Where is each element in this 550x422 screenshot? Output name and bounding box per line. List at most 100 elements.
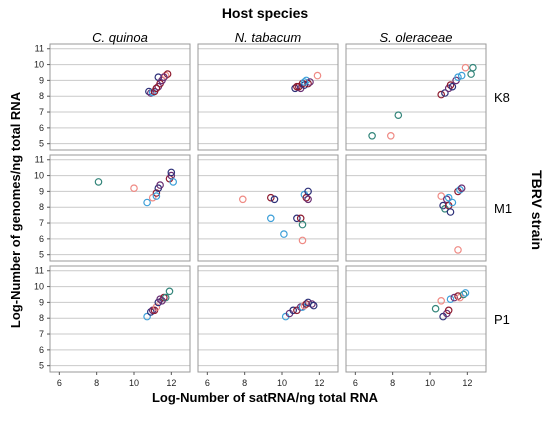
y-tick-label: 9 — [39, 186, 44, 196]
y-tick-label: 6 — [39, 345, 44, 355]
data-point — [94, 178, 103, 186]
data-point — [147, 308, 155, 316]
data-point — [446, 295, 455, 304]
x-tick-label: 8 — [94, 378, 99, 388]
data-point — [161, 71, 170, 80]
data-point — [304, 298, 312, 307]
data-point — [456, 186, 464, 194]
y-tick-label: 8 — [39, 91, 44, 101]
data-point — [160, 73, 168, 82]
data-point — [143, 198, 151, 207]
y-tick-label: 10 — [34, 171, 44, 181]
column-facet-label: N. tabacum — [235, 30, 302, 45]
data-point — [441, 89, 449, 97]
panel-frame — [49, 154, 191, 262]
data-point — [461, 289, 470, 297]
data-point — [457, 71, 466, 80]
x-tick-label: 12 — [166, 378, 176, 388]
panel-frame — [197, 43, 339, 151]
data-point — [450, 293, 459, 302]
data-point — [293, 214, 301, 223]
data-point — [394, 111, 403, 120]
data-point — [143, 312, 151, 321]
data-point — [304, 195, 312, 204]
y-tick-label: 11 — [35, 155, 44, 165]
data-point — [300, 78, 309, 86]
panel-frame — [345, 154, 487, 262]
data-point — [437, 296, 446, 305]
data-point — [368, 132, 376, 140]
data-point — [169, 178, 178, 186]
x-axis-label: Log-Number of satRNA/ng total RNA — [152, 390, 379, 405]
data-point — [293, 82, 301, 91]
y-tick-label: 6 — [39, 123, 44, 133]
y-tick-label: 9 — [39, 75, 44, 85]
panel-frame — [49, 43, 191, 151]
data-point — [266, 193, 275, 202]
data-point — [459, 290, 468, 299]
data-point — [165, 287, 174, 296]
data-point — [437, 192, 446, 200]
data-point — [302, 300, 311, 308]
data-point — [280, 230, 288, 238]
panel-frame — [49, 265, 191, 373]
row-facet-title: TBRV strain — [529, 170, 545, 250]
data-point — [461, 63, 470, 72]
panel-frame — [197, 154, 339, 262]
row-facet-label: K8 — [494, 90, 510, 105]
y-tick-label: 8 — [39, 313, 44, 323]
y-tick-label: 5 — [39, 361, 44, 371]
x-tick-label: 12 — [462, 378, 472, 388]
data-point — [313, 71, 322, 80]
y-tick-label: 5 — [39, 250, 44, 260]
panel-frame — [345, 43, 487, 151]
x-tick-label: 8 — [390, 378, 395, 388]
y-tick-label: 6 — [39, 234, 44, 244]
x-tick-label: 6 — [57, 378, 62, 388]
data-point — [270, 195, 279, 204]
data-point — [291, 84, 299, 93]
data-point — [304, 79, 312, 88]
data-point — [306, 78, 314, 86]
x-tick-label: 10 — [425, 378, 435, 388]
data-point — [437, 90, 446, 99]
data-point — [152, 192, 161, 200]
data-point — [145, 87, 153, 96]
y-tick-label: 7 — [39, 218, 44, 228]
data-point — [298, 236, 307, 245]
x-tick-label: 12 — [314, 378, 324, 388]
data-point — [152, 84, 161, 93]
y-tick-label: 8 — [39, 202, 44, 212]
x-tick-label: 6 — [353, 378, 358, 388]
data-point — [296, 214, 305, 223]
data-point — [148, 193, 157, 202]
data-point — [386, 132, 395, 140]
data-point — [308, 300, 316, 308]
y-tick-label: 10 — [34, 60, 44, 70]
data-point — [444, 306, 453, 315]
y-tick-label: 9 — [39, 297, 44, 307]
column-facet-label: S. oleraceae — [380, 30, 453, 45]
data-point — [446, 208, 455, 216]
data-point — [457, 184, 466, 193]
data-point — [446, 81, 455, 89]
y-tick-label: 5 — [39, 139, 44, 149]
y-tick-label: 10 — [34, 282, 44, 292]
data-point — [467, 70, 475, 78]
data-point — [304, 187, 312, 196]
data-point — [448, 198, 457, 207]
y-tick-label: 7 — [39, 329, 44, 339]
data-point — [298, 220, 307, 229]
data-point — [152, 189, 161, 197]
data-point — [309, 301, 318, 310]
data-point — [469, 63, 477, 72]
x-tick-label: 6 — [205, 378, 210, 388]
data-point — [130, 184, 138, 193]
labels-layer: C. quinoa N. tabacum S. oleraceae K8 M1 P1 5 6 7… — [34, 30, 512, 388]
data-point — [448, 82, 457, 91]
y-tick-label: 11 — [35, 266, 44, 276]
column-facet-label: C. quinoa — [92, 30, 148, 45]
data-point — [289, 306, 298, 315]
x-tick-label: 8 — [242, 378, 247, 388]
